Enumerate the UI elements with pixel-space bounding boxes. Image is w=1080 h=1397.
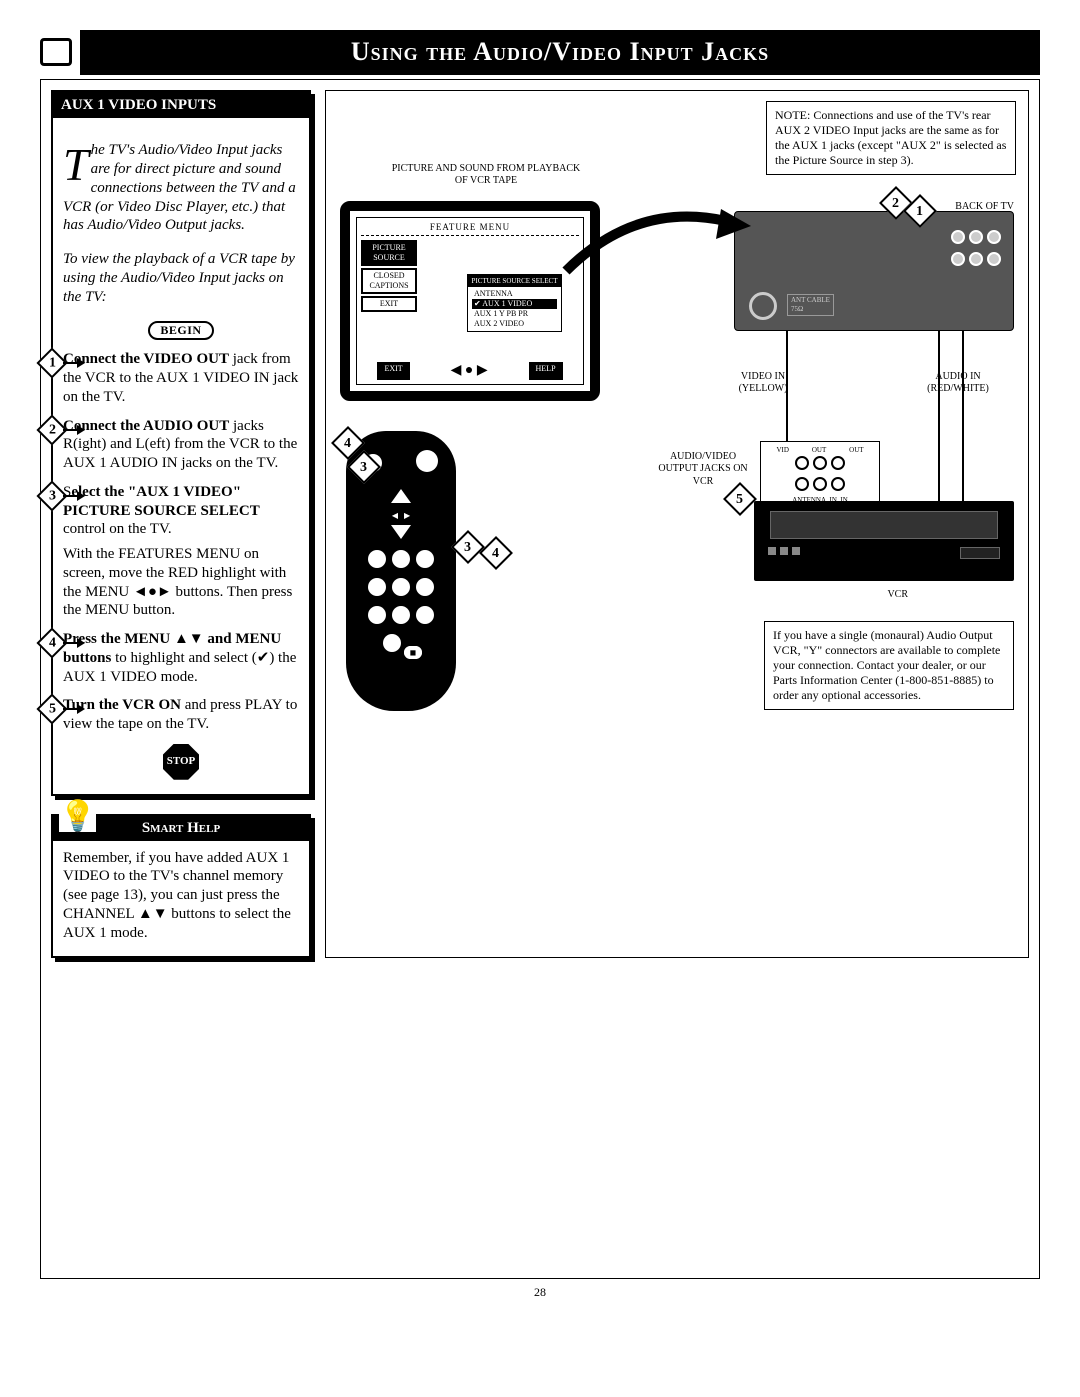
intro-body: he TV's Audio/Video Input jacks are for … (63, 142, 296, 233)
help-btn: HELP (529, 362, 563, 380)
vcr-label: VCR (887, 589, 908, 602)
diagram-panel: NOTE: Connections and use of the TV's re… (325, 90, 1029, 959)
source-item: AUX 2 VIDEO (472, 319, 557, 329)
step-2: 2 Connect the AUDIO OUT jacks R(ight) an… (63, 417, 299, 473)
source-item: AUX 1 Y PB PR (472, 309, 557, 319)
step-bold: Connect the AUDIO OUT (63, 418, 229, 434)
arrow-icon (556, 191, 756, 291)
smart-help-title-text: Smart Help (142, 820, 220, 836)
source-header: PICTURE SOURCE SELECT (468, 275, 561, 288)
smart-help-body: Remember, if you have added AUX 1 VIDEO … (53, 841, 309, 957)
menu-item: EXIT (361, 296, 417, 312)
page-number: 28 (40, 1285, 1040, 1300)
instructions-title: AUX 1 VIDEO INPUTS (53, 92, 309, 119)
bulb-icon: 💡 (59, 802, 96, 832)
step-5: 5 Turn the VCR ON and press PLAY to view… (63, 696, 299, 734)
begin-pill: BEGIN (148, 321, 213, 340)
page-title: Using the Audio/Video Input Jacks (80, 30, 1040, 75)
callout-3b: 3 (451, 530, 485, 564)
smart-help-box: 💡 Smart Help Remember, if you have added… (51, 814, 311, 959)
step-num: 5 (49, 701, 56, 719)
intro-text-2: To view the playback of a VCR tape by us… (63, 250, 299, 306)
intro-text: T he TV's Audio/Video Input jacks are fo… (63, 141, 299, 235)
instructions-box: AUX 1 VIDEO INPUTS T he TV's Audio/Video… (51, 90, 311, 796)
step-4: 4 Press the MENU ▲▼ and MENU buttons to … (63, 630, 299, 686)
cable (962, 331, 964, 501)
source-item: ANTENNA (472, 289, 557, 299)
step-num: 3 (49, 487, 56, 505)
step-text: control on the TV. (63, 521, 172, 537)
menu-item: CLOSED CAPTIONS (361, 268, 417, 294)
step-1: 1 Connect the VIDEO OUT jack from the VC… (63, 350, 299, 406)
audio-in-label: AUDIO IN (RED/WHITE) (918, 371, 998, 396)
menu-item: PICTURE SOURCE (361, 240, 417, 266)
menu-header: FEATURE MENU (361, 222, 579, 233)
vcr (754, 501, 1014, 581)
dropcap: T (63, 145, 89, 184)
step-3: 3 SSelect the "AUX 1 VIDEO" PICTURE SOUR… (63, 483, 299, 620)
source-select-box: PICTURE SOURCE SELECT ANTENNA ✔ AUX 1 VI… (467, 274, 562, 333)
callout-4b: 4 (479, 536, 513, 570)
source-item-selected: ✔ AUX 1 VIDEO (472, 299, 557, 309)
av-out-label: AUDIO/VIDEO OUTPUT JACKS ON VCR (658, 451, 748, 489)
exit-btn: EXIT (377, 362, 409, 380)
step-num: 4 (49, 634, 56, 652)
smart-help-title: 💡 Smart Help (53, 816, 309, 841)
tv-back-panel: ANT CABLE75Ω (734, 211, 1014, 331)
stop-badge: STOP (163, 744, 199, 780)
note-bottom: If you have a single (monaural) Audio Ou… (764, 621, 1014, 710)
step-bold: Connect the VIDEO OUT (63, 351, 229, 367)
playback-label: PICTURE AND SOUND FROM PLAYBACK OF VCR T… (386, 163, 586, 188)
note-top: NOTE: Connections and use of the TV's re… (766, 101, 1016, 175)
step-num: 2 (49, 421, 56, 439)
section-icon (40, 38, 72, 66)
step-num: 1 (49, 355, 56, 373)
cable (938, 331, 940, 501)
step-extra: With the FEATURES MENU on screen, move t… (63, 545, 299, 620)
page-frame: AUX 1 VIDEO INPUTS T he TV's Audio/Video… (40, 79, 1040, 1279)
